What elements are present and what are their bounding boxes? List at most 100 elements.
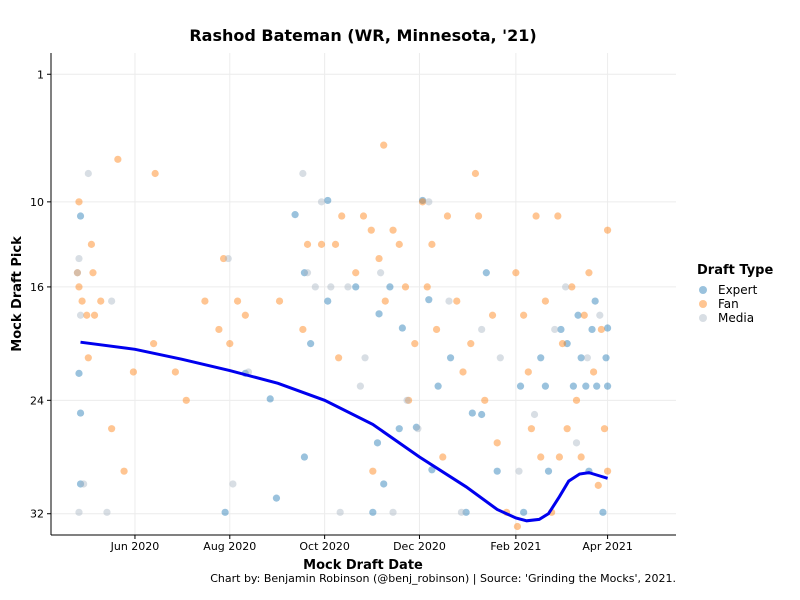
media-point xyxy=(75,254,83,263)
x-axis-ticks: Jun 2020 Aug 2020 Oct 2020 Dec 2020 Feb 2021… xyxy=(110,535,633,553)
media-point xyxy=(84,169,92,178)
fan-point xyxy=(89,269,97,277)
fan-point xyxy=(352,269,360,277)
legend-title: Draft Type xyxy=(697,263,773,278)
fan-point xyxy=(317,240,326,248)
fan-point xyxy=(150,340,158,348)
media-point xyxy=(299,169,307,178)
expert-point xyxy=(482,269,490,277)
media-point xyxy=(311,283,319,291)
fan-point xyxy=(171,368,179,376)
media-point xyxy=(108,297,116,305)
y-axis-title: Mock Draft Pick xyxy=(10,236,25,352)
fan-point xyxy=(512,269,520,277)
fan-point xyxy=(215,325,223,334)
expert-point xyxy=(76,480,85,488)
fan-point xyxy=(443,212,452,220)
legend-label-media: Media xyxy=(718,311,754,325)
expert-point xyxy=(602,354,610,362)
fan-point xyxy=(520,311,528,319)
media-point xyxy=(572,439,581,447)
fan-point xyxy=(527,425,536,433)
fan-point xyxy=(597,325,605,334)
chart-caption: Chart by: Benjamin Robinson (@benj_robin… xyxy=(210,572,676,585)
fan-point xyxy=(439,453,447,461)
fan-point xyxy=(367,226,375,234)
expert-point xyxy=(412,423,420,431)
x-tick-label: Apr 2021 xyxy=(582,540,633,553)
fan-point xyxy=(75,283,83,291)
fan-point xyxy=(488,311,497,319)
expert-point xyxy=(375,310,383,318)
fan-point xyxy=(303,240,312,248)
fan-point xyxy=(554,212,562,220)
expert-point xyxy=(75,369,83,377)
fan-point xyxy=(541,297,550,305)
fan-point xyxy=(87,240,96,248)
fan-point xyxy=(226,340,234,348)
media-point xyxy=(414,425,422,433)
media-point xyxy=(344,283,352,291)
fan-point xyxy=(589,368,598,376)
expert-point xyxy=(434,382,442,390)
fan-point xyxy=(83,311,91,319)
expert-point xyxy=(300,269,309,277)
fan-point xyxy=(418,198,427,206)
scatter-points xyxy=(73,141,612,531)
expert-point xyxy=(418,196,427,205)
media-point xyxy=(562,283,570,291)
media-point xyxy=(583,354,591,362)
y-tick-label: 10 xyxy=(30,196,44,209)
fan-point xyxy=(401,283,410,291)
fan-point xyxy=(532,212,540,220)
trend-line xyxy=(80,340,609,523)
fan-point xyxy=(114,155,122,163)
fan-point xyxy=(75,198,83,206)
expert-point xyxy=(599,508,607,516)
expert-point xyxy=(593,382,601,390)
media-point xyxy=(377,269,385,277)
y-axis-ticks: 1 10 16 24 32 xyxy=(30,68,51,521)
expert-point xyxy=(563,340,571,348)
expert-point xyxy=(76,409,85,417)
fan-point xyxy=(580,311,588,319)
fan-point xyxy=(369,467,377,475)
media-point xyxy=(103,508,111,516)
expert-point xyxy=(557,325,565,334)
expert-point xyxy=(425,296,433,304)
media-point xyxy=(515,467,523,475)
fan-point xyxy=(395,240,403,248)
media-point xyxy=(229,480,237,488)
expert-point xyxy=(603,324,612,332)
expert-point xyxy=(221,508,229,516)
media-point xyxy=(496,354,504,362)
y-tick-label: 32 xyxy=(30,508,44,521)
expert-point xyxy=(569,382,577,390)
media-point xyxy=(356,382,364,390)
expert-point xyxy=(446,354,455,362)
media-point xyxy=(445,297,453,305)
fan-point xyxy=(594,481,602,489)
fan-point xyxy=(241,311,249,319)
expert-point xyxy=(291,211,299,219)
expert-point xyxy=(582,382,590,390)
y-tick-label: 16 xyxy=(30,281,44,294)
fan-point xyxy=(151,169,159,178)
x-tick-label: Dec 2020 xyxy=(393,540,446,553)
fan-point xyxy=(97,297,105,305)
fan-point xyxy=(537,453,545,461)
fan-point xyxy=(78,297,86,305)
media-point xyxy=(336,508,344,516)
fan-point xyxy=(585,269,593,277)
expert-point xyxy=(428,466,436,474)
fan-point xyxy=(338,212,346,220)
expert-point xyxy=(577,354,585,362)
fan-point xyxy=(129,368,138,376)
fan-point xyxy=(182,396,190,404)
expert-point xyxy=(537,354,545,362)
media-point xyxy=(303,269,312,277)
fan-point xyxy=(563,425,571,433)
fan-point xyxy=(389,226,397,234)
